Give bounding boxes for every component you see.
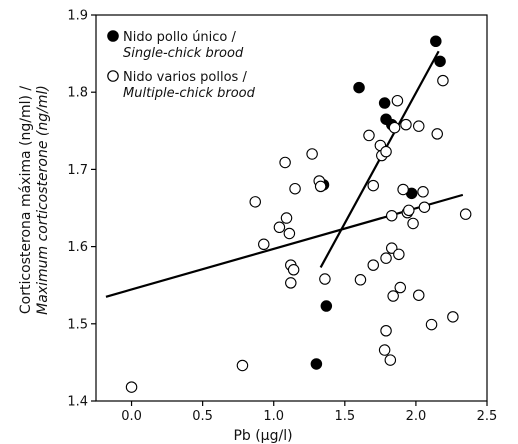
legend-marker-single-chick [108,31,118,41]
data-point-multiple-chick [355,275,365,285]
data-point-multiple-chick [438,75,448,85]
data-point-multiple-chick [274,222,284,232]
data-point-multiple-chick [414,121,424,131]
x-tick-label: 2.5 [477,409,498,424]
y-tick-label: 1.6 [67,240,88,255]
x-tick-label: 1.5 [334,409,355,424]
x-tick-label: 2.0 [406,409,427,424]
data-point-multiple-chick [368,180,378,190]
data-point-single-chick [435,56,445,66]
data-point-multiple-chick [381,146,391,156]
data-point-multiple-chick [284,228,294,238]
data-point-multiple-chick [394,249,404,259]
y-tick-label: 1.7 [67,163,88,178]
data-point-multiple-chick [364,130,374,140]
legend-label-multiple-chick-line2: Multiple-chick brood [123,86,256,101]
data-point-multiple-chick [432,129,442,139]
data-point-multiple-chick [237,360,247,370]
legend-marker-multiple-chick [108,71,118,81]
data-point-multiple-chick [288,265,298,275]
data-point-multiple-chick [385,355,395,365]
data-point-multiple-chick [387,211,397,221]
data-point-single-chick [431,36,441,46]
y-axis-label-line1: Corticosterona máxima (ng/ml) / [18,86,34,314]
data-point-multiple-chick [401,119,411,129]
data-point-multiple-chick [379,345,389,355]
y-tick-label: 1.8 [67,86,88,101]
data-point-multiple-chick [388,291,398,301]
x-tick-label: 0.5 [192,409,213,424]
data-point-multiple-chick [315,181,325,191]
y-tick-label: 1.5 [67,317,88,332]
data-point-multiple-chick [448,312,458,322]
data-point-single-chick [354,82,364,92]
data-point-multiple-chick [281,213,291,223]
data-point-multiple-chick [418,187,428,197]
data-point-multiple-chick [460,209,470,219]
x-axis-label: Pb (µg/l) [233,428,292,444]
data-point-multiple-chick [398,184,408,194]
data-point-multiple-chick [250,197,260,207]
data-point-multiple-chick [395,282,405,292]
x-tick-label: 0.0 [121,409,142,424]
data-point-multiple-chick [404,205,414,215]
data-point-multiple-chick [290,184,300,194]
data-point-multiple-chick [419,202,429,212]
data-point-multiple-chick [259,239,269,249]
data-point-multiple-chick [307,149,317,159]
data-point-multiple-chick [414,290,424,300]
data-point-single-chick [311,359,321,369]
data-point-multiple-chick [426,319,436,329]
legend-label-multiple-chick-line1: Nido varios pollos / [123,70,247,85]
y-tick-label: 1.9 [67,9,88,24]
data-point-multiple-chick [286,278,296,288]
y-tick-label: 1.4 [67,395,88,410]
data-point-multiple-chick [381,326,391,336]
data-point-multiple-chick [408,218,418,228]
data-point-multiple-chick [381,253,391,263]
data-point-multiple-chick [392,95,402,105]
data-point-multiple-chick [368,260,378,270]
data-point-multiple-chick [389,123,399,133]
legend-label-single-chick-line2: Single-chick brood [123,46,244,61]
data-point-multiple-chick [280,157,290,167]
data-point-multiple-chick [320,274,330,284]
x-tick-label: 1.0 [263,409,284,424]
legend-label-single-chick-line1: Nido pollo único / [123,30,237,45]
y-axis-label: Corticosterona máxima (ng/ml) / Maximum … [18,85,51,315]
y-axis-label-line2: Maximum corticosterone (ng/ml) [35,85,51,315]
data-point-multiple-chick [126,382,136,392]
data-point-single-chick [379,98,389,108]
legend: Nido pollo único / Single-chick brood Ni… [108,30,256,101]
data-point-single-chick [321,301,331,311]
